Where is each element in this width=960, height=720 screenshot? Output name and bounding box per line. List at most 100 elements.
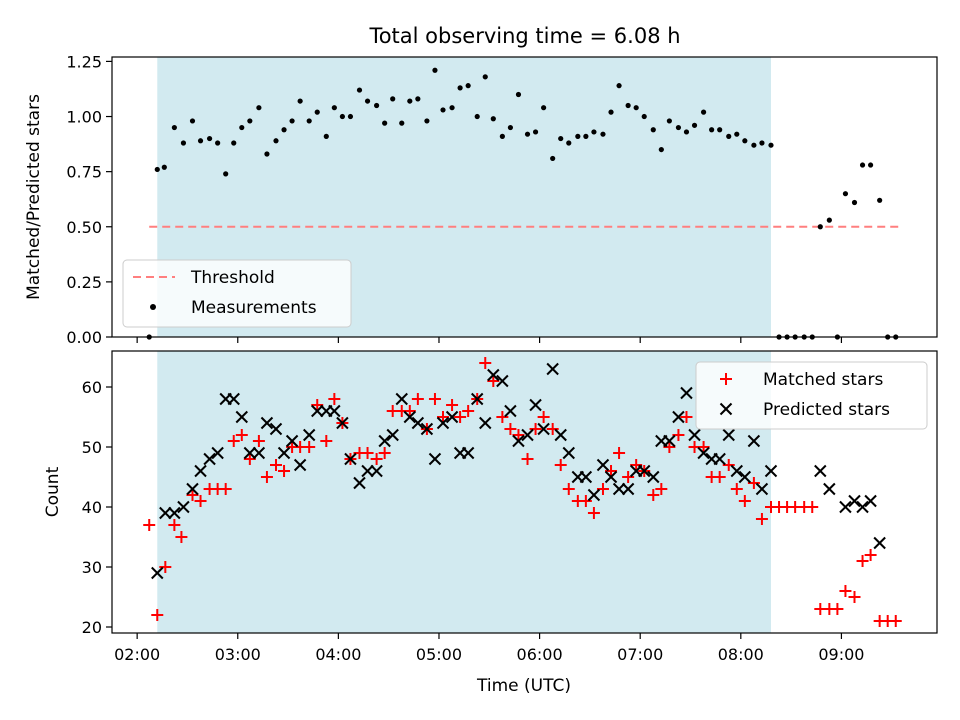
matched-star-point [227, 435, 240, 447]
predicted-star-point [311, 404, 324, 418]
measurement-point [482, 74, 488, 80]
predicted-stars-legend-label: Predicted stars [763, 400, 890, 420]
matched-star-point [260, 471, 273, 483]
measurement-point [415, 96, 421, 102]
predicted-star-point [293, 458, 307, 472]
predicted-star-point [461, 446, 475, 460]
y-tick-label: 50 [82, 438, 102, 457]
predicted-star-point [353, 476, 366, 490]
matched-star-point [437, 411, 450, 423]
y-tick-label: 30 [82, 558, 102, 577]
bottom-legend-box [695, 361, 928, 430]
measurement-point [675, 124, 682, 131]
measurement-point [575, 133, 581, 139]
measurement-point [399, 120, 405, 126]
bottom-x-ticks: 02:00 03:00 04:00 05:00 06:00 07:00 08:00 09:00 [114, 633, 864, 664]
predicted-star-point [647, 470, 660, 484]
measurement-point [691, 122, 698, 128]
measurement-point [289, 118, 295, 124]
measurement-point [641, 113, 647, 120]
predicted-star-point [504, 404, 517, 418]
predicted-star-point [688, 428, 701, 442]
predicted-star-point [722, 428, 735, 442]
y-tick-label: 60 [82, 378, 102, 397]
predicted-star-point [856, 500, 869, 514]
measurement-point [465, 83, 471, 89]
measurement-point [424, 118, 430, 124]
matched-star-point [487, 375, 500, 387]
measurement-point [734, 131, 740, 137]
matched-star-point [378, 447, 391, 459]
measurement-point [616, 83, 622, 89]
measurement-point [323, 133, 329, 139]
matched-star-point [562, 483, 575, 495]
top-plot-frame [111, 56, 938, 338]
predicted-star-point [243, 446, 257, 460]
matched-star-point [303, 441, 316, 453]
matched-legend-marker [720, 373, 732, 385]
matched-star-point [252, 435, 265, 447]
x-tick-label: 08:00 [718, 645, 764, 664]
measurement-point [591, 129, 597, 135]
predicted-star-point [487, 368, 500, 382]
predicted-star-point [428, 452, 442, 466]
matched-star-point [738, 495, 751, 507]
measurement-point [407, 98, 413, 104]
measurement-point [457, 85, 463, 91]
matched-star-point [411, 393, 424, 405]
measurement-point [474, 113, 480, 120]
predicted-star-point [285, 434, 299, 448]
measurement-point [331, 105, 337, 111]
predicted-star-point [529, 398, 542, 412]
measurement-point [306, 118, 312, 124]
measurement-point [356, 87, 363, 93]
threshold-legend-label: Threshold [190, 268, 275, 288]
predicted-star-point [764, 464, 778, 478]
predicted-legend-marker [719, 402, 733, 416]
matched-star-point [479, 357, 492, 369]
matched-star-point [320, 435, 333, 447]
matched-star-point [680, 411, 693, 423]
y-tick-label: 40 [82, 498, 102, 517]
measurement-point [709, 127, 715, 133]
measurement-point [231, 140, 237, 146]
measurement-point [189, 118, 196, 124]
predicted-star-point [177, 500, 190, 514]
bottom-panel: 20 30 40 50 60 02:00 03:00 04:00 05:00 06:00 07:0… [43, 350, 938, 696]
measurement-point [683, 129, 690, 135]
predicted-star-point [546, 362, 559, 376]
predicted-star-point [823, 482, 836, 496]
measurement-point [206, 135, 213, 142]
matched-star-point [622, 471, 635, 483]
matched-star-point [219, 483, 232, 495]
measurement-point [658, 146, 664, 153]
predicted-star-point [151, 566, 164, 580]
measurement-point [256, 105, 262, 111]
top-measurement-points [146, 67, 899, 340]
matched-star-point [831, 603, 844, 615]
predicted-star-point [512, 434, 525, 448]
x-tick-label: 07:00 [617, 645, 663, 664]
x-tick-label: 02:00 [114, 645, 160, 664]
measurement-point [566, 140, 572, 146]
x-tick-label: 04:00 [315, 645, 361, 664]
predicted-star-point [747, 434, 761, 448]
matched-stars-points [143, 357, 902, 627]
matched-star-point [278, 465, 291, 477]
predicted-star-point [596, 458, 610, 472]
matched-star-point [235, 429, 248, 441]
predicted-star-point [378, 434, 391, 448]
predicted-star-point [814, 464, 827, 478]
y-tick-label: 0.25 [66, 273, 102, 292]
predicted-star-point [479, 416, 492, 430]
y-tick-label: 0.50 [66, 218, 102, 237]
measurements-legend-swatch [150, 304, 156, 310]
predicted-star-point [159, 506, 172, 520]
predicted-star-point [361, 464, 374, 478]
predicted-stars-points [151, 362, 886, 580]
measurement-point [264, 151, 270, 157]
matched-star-point [587, 507, 600, 519]
matched-star-point [596, 483, 609, 495]
predicted-star-point [277, 446, 291, 460]
measurement-point [859, 162, 866, 168]
